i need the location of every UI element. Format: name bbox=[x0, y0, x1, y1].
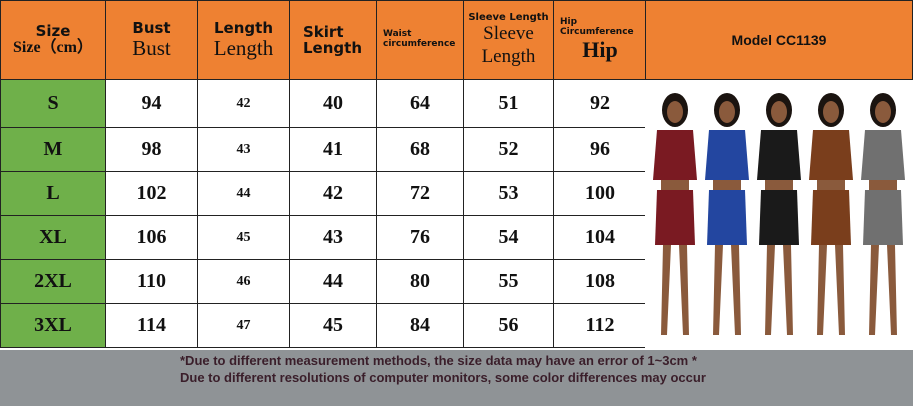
label: Bust bbox=[132, 35, 171, 60]
header-sleeve-length: Sleeve Length Sleeve Length bbox=[463, 0, 554, 80]
value-cell: 43 bbox=[197, 127, 290, 172]
value-cell: 100 bbox=[553, 171, 647, 216]
footer-note: *Due to different measurement methods, t… bbox=[0, 350, 913, 406]
value-cell: 72 bbox=[376, 171, 464, 216]
value-cell: 98 bbox=[105, 127, 198, 172]
table-row: M 98 43 41 68 52 96 bbox=[0, 127, 647, 172]
label: Length bbox=[213, 35, 274, 60]
table-row: S 94 42 40 64 51 92 bbox=[0, 79, 647, 128]
model-figure bbox=[809, 93, 853, 335]
header-waist: Waist circumference bbox=[376, 0, 464, 80]
size-chart-table: Size Size（cm） Bust Bust Length Length Skirt… bbox=[0, 0, 647, 348]
label: Skirt Length bbox=[303, 22, 362, 57]
size-cell: M bbox=[0, 127, 106, 172]
header-length: Length Length bbox=[197, 0, 290, 80]
value-cell: 42 bbox=[289, 171, 377, 216]
value-cell: 112 bbox=[553, 303, 647, 348]
size-cell: XL bbox=[0, 215, 106, 260]
value-cell: 64 bbox=[376, 79, 464, 128]
value-cell: 76 bbox=[376, 215, 464, 260]
label: Sleeve Length bbox=[468, 11, 549, 23]
value-cell: 84 bbox=[376, 303, 464, 348]
label: Length bbox=[214, 19, 273, 38]
label: Bust bbox=[132, 19, 171, 38]
value-cell: 41 bbox=[289, 127, 377, 172]
value-cell: 51 bbox=[463, 79, 554, 128]
label: Hip bbox=[582, 36, 618, 62]
table-row: L 102 44 42 72 53 100 bbox=[0, 171, 647, 216]
value-cell: 80 bbox=[376, 259, 464, 304]
size-cell: L bbox=[0, 171, 106, 216]
value-cell: 42 bbox=[197, 79, 290, 128]
model-figure bbox=[705, 93, 749, 335]
value-cell: 92 bbox=[553, 79, 647, 128]
size-cell: 2XL bbox=[0, 259, 106, 304]
label: Waist circumference bbox=[383, 29, 456, 49]
header-size: Size Size（cm） bbox=[0, 0, 106, 80]
table-row: 2XL 110 46 44 80 55 108 bbox=[0, 259, 647, 304]
value-cell: 54 bbox=[463, 215, 554, 260]
value-cell: 46 bbox=[197, 259, 290, 304]
footer-line-2: Due to different resolutions of computer… bbox=[180, 370, 706, 385]
value-cell: 56 bbox=[463, 303, 554, 348]
size-cell: S bbox=[0, 79, 106, 128]
value-cell: 47 bbox=[197, 303, 290, 348]
model-label: Model CC1139 bbox=[645, 0, 913, 80]
value-cell: 43 bbox=[289, 215, 377, 260]
model-figure bbox=[757, 93, 801, 335]
value-cell: 108 bbox=[553, 259, 647, 304]
value-cell: 44 bbox=[197, 171, 290, 216]
size-cell: 3XL bbox=[0, 303, 106, 348]
table-row: 3XL 114 47 45 84 56 112 bbox=[0, 303, 647, 348]
label: Size（cm） bbox=[13, 39, 93, 57]
value-cell: 45 bbox=[289, 303, 377, 348]
table-row: XL 106 45 43 76 54 104 bbox=[0, 215, 647, 260]
label: Sleeve Length bbox=[481, 22, 536, 67]
label: Hip Circumference bbox=[560, 17, 634, 37]
model-figure bbox=[653, 93, 697, 335]
value-cell: 106 bbox=[105, 215, 198, 260]
value-cell: 102 bbox=[105, 171, 198, 216]
value-cell: 68 bbox=[376, 127, 464, 172]
value-cell: 96 bbox=[553, 127, 647, 172]
header-row: Size Size（cm） Bust Bust Length Length Skirt… bbox=[0, 0, 647, 80]
models-image bbox=[653, 93, 905, 335]
value-cell: 40 bbox=[289, 79, 377, 128]
header-skirt-length: Skirt Length bbox=[289, 0, 377, 80]
value-cell: 104 bbox=[553, 215, 647, 260]
footer-line-1: *Due to different measurement methods, t… bbox=[180, 353, 697, 368]
value-cell: 94 bbox=[105, 79, 198, 128]
value-cell: 110 bbox=[105, 259, 198, 304]
header-bust: Bust Bust bbox=[105, 0, 198, 80]
model-figure bbox=[861, 93, 905, 335]
value-cell: 44 bbox=[289, 259, 377, 304]
header-hip: Hip Circumference Hip bbox=[553, 0, 647, 80]
label: Size bbox=[35, 21, 71, 40]
value-cell: 114 bbox=[105, 303, 198, 348]
value-cell: 53 bbox=[463, 171, 554, 216]
value-cell: 55 bbox=[463, 259, 554, 304]
model-photo bbox=[645, 80, 913, 350]
value-cell: 52 bbox=[463, 127, 554, 172]
value-cell: 45 bbox=[197, 215, 290, 260]
